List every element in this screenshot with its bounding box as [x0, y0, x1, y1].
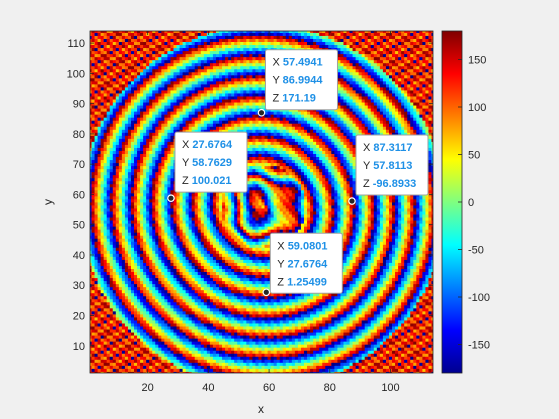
- phase-heatmap[interactable]: [88, 29, 434, 374]
- colorbar-tick-label: -150: [468, 340, 490, 352]
- y-tick-label: 50: [73, 220, 85, 232]
- colorbar-tick-label: -100: [468, 292, 490, 304]
- datatip-box: [269, 232, 343, 294]
- colorbar-tick-label: 150: [468, 55, 486, 67]
- datatip-z-line: Z 171.19: [272, 93, 315, 105]
- x-tick-label: 100: [381, 382, 399, 394]
- datatip-z-prefix: Z: [363, 178, 373, 190]
- datatip-y-prefix: Y: [182, 157, 192, 169]
- y-tick-label: 80: [73, 129, 85, 141]
- datatip-y-value: 57.8113: [373, 160, 412, 172]
- datatip-z-line: Z 100.021: [182, 175, 232, 187]
- y-tick-label: 100: [67, 68, 85, 80]
- datatip-x-line: X 59.0801: [277, 240, 327, 252]
- datatip-z-value: 100.021: [192, 175, 232, 187]
- colorbar-tick-label: -50: [468, 245, 484, 257]
- y-tick-label: 40: [73, 250, 85, 262]
- x-tick-label: 40: [202, 382, 214, 394]
- datatip-x-prefix: X: [363, 142, 373, 154]
- colorbar-tick-label: 100: [468, 102, 486, 114]
- datatip-y-line: Y 58.7629: [182, 157, 232, 169]
- datatip-marker[interactable]: [167, 194, 175, 202]
- datatip-marker[interactable]: [262, 288, 271, 297]
- y-axis-label: y: [41, 199, 55, 205]
- y-tick-label: 30: [73, 280, 85, 292]
- datatip-box: [355, 134, 429, 196]
- datatip-marker[interactable]: [257, 108, 266, 117]
- y-tick-label: 110: [67, 38, 85, 50]
- colorbar-tick-label: 0: [468, 197, 474, 209]
- datatip-y-prefix: Y: [363, 160, 373, 172]
- datatip-z-prefix: Z: [182, 175, 192, 187]
- datatip-x-prefix: X: [182, 139, 192, 151]
- datatip-y-value: 86.9944: [283, 75, 324, 87]
- y-tick-label: 90: [73, 99, 85, 111]
- datatip-y-line: Y 57.8113: [363, 160, 412, 172]
- x-axis: 20 40 60 80 100: [142, 31, 400, 394]
- datatip-z-line: Z -96.8933: [363, 178, 416, 190]
- datatip-x-prefix: X: [277, 240, 287, 252]
- datatip-y-prefix: Y: [272, 75, 282, 87]
- datatip-x-line: X 87.3117: [363, 142, 413, 154]
- colorbar-tick-label: 50: [468, 150, 480, 162]
- datatip-x-line: X 57.4941: [272, 57, 322, 69]
- datatip-z-value: 171.19: [282, 93, 316, 105]
- datatip-x-value: 27.6764: [192, 139, 233, 151]
- y-tick-label: 20: [73, 310, 85, 322]
- y-axis: 10 20 30 40 50 60 70 80 90 100 110: [67, 38, 433, 353]
- x-axis-label: x: [258, 402, 264, 416]
- datatip-x-value: 57.4941: [283, 57, 323, 69]
- y-tick-label: 60: [73, 189, 85, 201]
- datatip-y-prefix: Y: [277, 258, 287, 270]
- datatip-marker[interactable]: [348, 197, 356, 205]
- x-tick-label: 80: [324, 382, 336, 394]
- y-tick-label: 10: [73, 341, 85, 353]
- x-tick-label: 20: [142, 382, 154, 394]
- datatip-x-value: 59.0801: [288, 240, 328, 252]
- datatip-y-line: Y 27.6764: [277, 258, 328, 270]
- datatip-z-prefix: Z: [277, 276, 287, 288]
- datatip-x-value: 87.3117: [373, 142, 412, 154]
- datatip-y-line: Y 86.9944: [272, 75, 323, 87]
- datatip-z-prefix: Z: [272, 93, 282, 105]
- datatip-y-value: 58.7629: [192, 157, 232, 169]
- colorbar: 150 100 50 0 -50 -100 -150: [441, 30, 490, 374]
- plot-frame: [89, 30, 434, 374]
- datatip-y-value: 27.6764: [287, 258, 328, 270]
- datatip-z-line: Z 1.25499: [277, 276, 327, 288]
- datatip-z-value: 1.25499: [287, 276, 327, 288]
- datatip-box: [174, 131, 248, 193]
- y-tick-label: 70: [73, 159, 85, 171]
- datatip-z-value: -96.8933: [373, 178, 416, 190]
- datatip-box: [264, 49, 338, 111]
- x-tick-label: 60: [263, 382, 275, 394]
- datatip-x-prefix: X: [272, 57, 282, 69]
- datatip-x-line: X 27.6764: [182, 139, 233, 151]
